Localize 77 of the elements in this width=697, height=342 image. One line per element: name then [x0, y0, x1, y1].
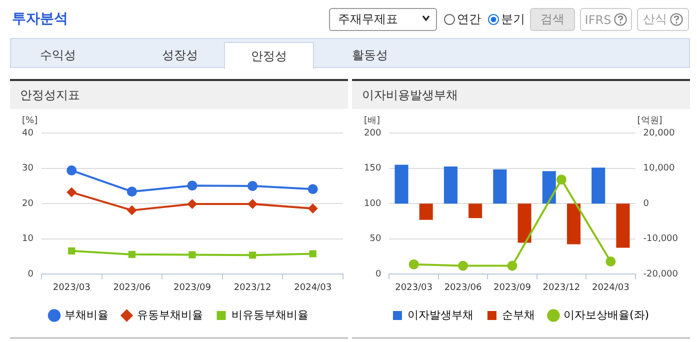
y-tick-label: 50 — [370, 234, 382, 244]
text: 연간 — [457, 11, 481, 28]
chart-title: 안정성지표 — [10, 79, 348, 109]
chart-title: 이자비용발생부채 — [352, 79, 690, 109]
y-tick-label: 20 — [22, 198, 34, 209]
y-axis-title: [%] — [22, 116, 38, 126]
point — [408, 259, 419, 270]
point — [309, 250, 316, 258]
y-tick-label: 10 — [22, 234, 34, 244]
legend-label: 순부채 — [502, 308, 535, 322]
legend-label: 부채비율 — [64, 308, 108, 322]
x-tick-label: 2023/06 — [444, 282, 482, 293]
point — [187, 180, 198, 191]
x-tick-label: 2024/03 — [592, 282, 630, 293]
y2-tick-label: 0 — [643, 198, 650, 209]
text: 검색 — [530, 8, 575, 31]
y-tick-label: 30 — [22, 164, 34, 174]
y2-axis-title: [억원] — [637, 116, 662, 126]
bar — [566, 204, 581, 244]
bar — [419, 204, 433, 220]
point — [556, 174, 566, 185]
y-tick-label: 0 — [375, 270, 382, 280]
bar — [468, 204, 482, 218]
point — [507, 260, 518, 271]
bar — [592, 168, 606, 204]
point — [68, 247, 76, 254]
bar — [518, 204, 532, 243]
text: 산식 — [637, 8, 689, 31]
point — [248, 180, 258, 191]
point — [606, 256, 616, 266]
point — [458, 260, 468, 271]
y2-tick-label: 20,000 — [643, 128, 676, 138]
bar — [394, 164, 408, 204]
legend-label: 유동부채비율 — [136, 308, 203, 322]
point — [308, 184, 318, 194]
point — [66, 187, 77, 198]
y-tick-label: 0 — [28, 270, 34, 280]
y2-tick-label: 10,000 — [643, 164, 676, 174]
legend-label: 이자보상배율(좌) — [563, 308, 650, 322]
text: 안정성 — [224, 42, 314, 69]
legend-label: 이자발생부채 — [407, 308, 474, 322]
x-tick-label: 2023/03 — [52, 282, 90, 293]
point — [248, 198, 258, 209]
y-tick-label: 40 — [22, 128, 34, 138]
x-tick-label: 2023/12 — [234, 282, 272, 293]
y-tick-label: 200 — [364, 128, 382, 138]
text: 주재무제표 — [329, 8, 437, 31]
point — [128, 250, 136, 258]
point — [126, 186, 137, 197]
legend-label: 비유동부채비율 — [231, 308, 308, 322]
text: IFRS — [580, 8, 632, 31]
x-tick-label: 2023/03 — [395, 282, 432, 293]
text: 활동성 — [351, 46, 389, 64]
x-tick-label: 2024/03 — [294, 282, 332, 293]
bar — [493, 169, 507, 204]
y-tick-label: 100 — [364, 198, 382, 209]
point — [187, 198, 198, 209]
text: 성장성 — [161, 46, 199, 64]
bar — [542, 171, 556, 204]
text: 투자분석 — [12, 10, 68, 28]
y2-tick-label: -20,000 — [643, 270, 678, 280]
x-tick-label: 2023/12 — [542, 282, 580, 293]
y-axis-title: [배] — [364, 116, 380, 126]
y2-tick-label: -10,000 — [643, 234, 678, 244]
bar — [444, 166, 458, 204]
point — [126, 205, 137, 216]
text: 분기 — [501, 11, 525, 28]
x-tick-label: 2023/09 — [494, 282, 532, 293]
x-tick-label: 2023/09 — [174, 282, 212, 293]
point — [249, 252, 256, 259]
point — [66, 165, 77, 176]
point — [188, 251, 196, 258]
y-tick-label: 150 — [364, 164, 382, 174]
text: 수익성 — [39, 46, 77, 64]
x-tick-label: 2023/06 — [113, 282, 151, 293]
bar — [616, 204, 630, 248]
point — [308, 204, 318, 214]
